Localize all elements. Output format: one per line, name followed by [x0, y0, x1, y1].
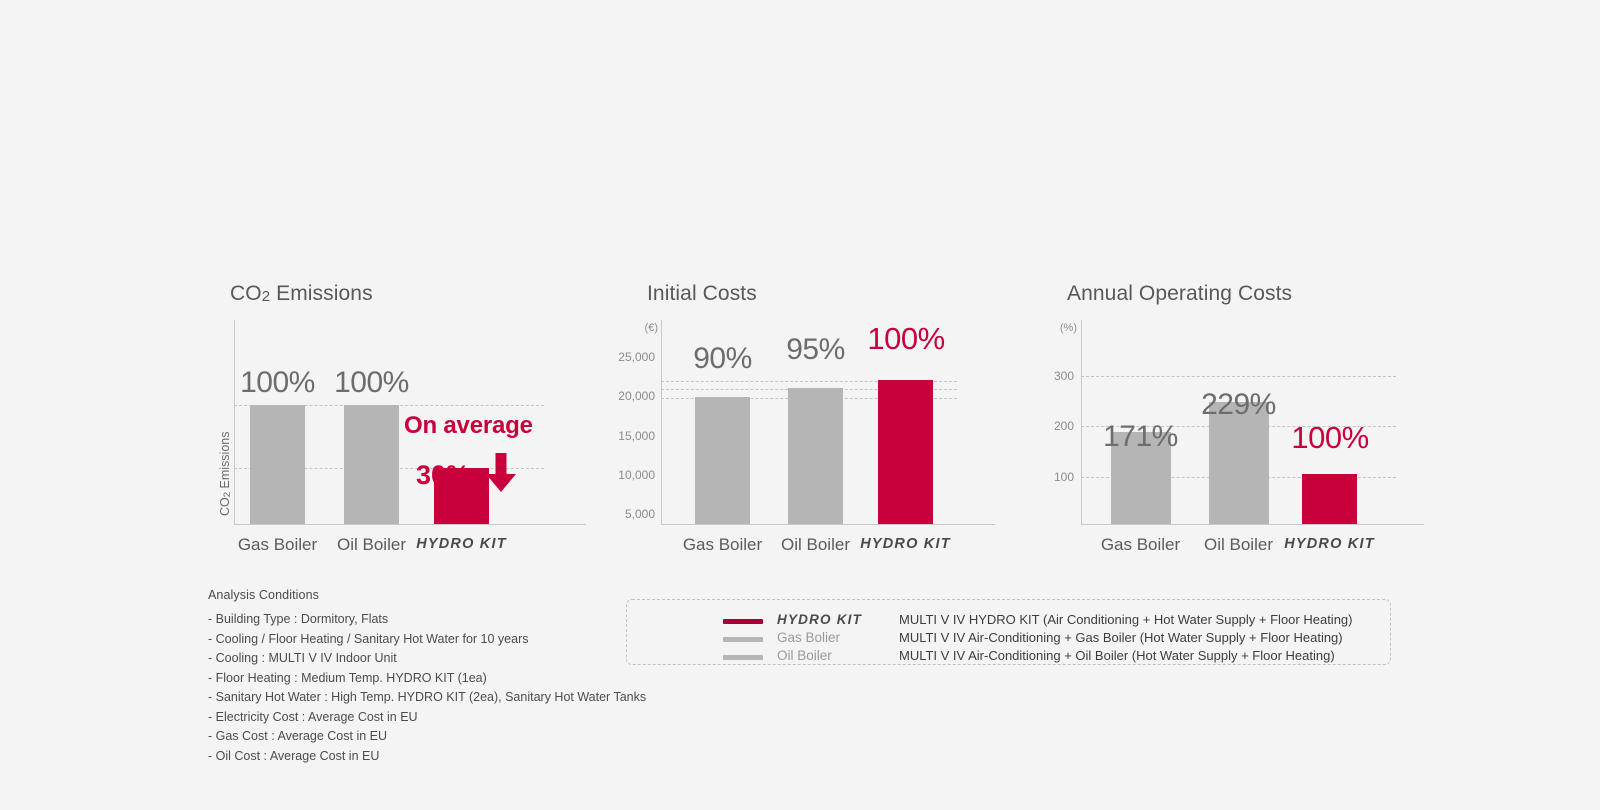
y-axis-label-co2: CO2 Emissions — [218, 432, 233, 516]
analysis-conditions: Analysis Conditions - Building Type : Do… — [208, 588, 647, 766]
legend-swatch-hydro-kit — [723, 619, 763, 624]
bar-initial-hydro-kit — [878, 380, 933, 524]
bar-label-initial-hydro-kit: 100% — [867, 321, 945, 356]
y-axis-unit-euro: (€) — [644, 322, 658, 334]
chart-title-co2-rest: Emissions — [270, 282, 373, 305]
analysis-condition-item: - Sanitary Hot Water : High Temp. HYDRO … — [208, 690, 647, 704]
chart-initial-costs: Initial Costs (€) 25,000 20,000 15,000 1… — [613, 282, 1013, 572]
bar-initial-gas-boiler — [695, 397, 750, 524]
gridline-initial-21900 — [661, 381, 957, 382]
analysis-condition-item: - Oil Cost : Average Cost in EU — [208, 748, 380, 763]
analysis-condition-item: - Building Type : Dormitory, Flats — [208, 612, 389, 626]
legend-swatch-oil-boiler — [723, 655, 763, 660]
x-label-initial-oil-boiler: Oil Boiler — [781, 535, 850, 554]
bar-annual-hydro-kit — [1302, 474, 1357, 524]
y-axis-line-initial-costs — [661, 320, 662, 525]
legend-label-oil-boiler: Oil Boiler — [777, 648, 832, 663]
chart-title-initial-costs: Initial Costs — [647, 282, 757, 305]
y-axis-line-co2 — [234, 320, 235, 525]
legend-row-hydro-kit: HYDRO KIT MULTI V IV HYDRO KIT (Air Cond… — [627, 612, 1390, 630]
y-axis-line-annual — [1081, 320, 1082, 525]
callout-line-2: 30% — [416, 460, 471, 490]
chart-annual-operating-costs: Annual Operating Costs (%) 300 200 100 1… — [1032, 282, 1452, 572]
analysis-condition-item: - Gas Cost : Average Cost in EU — [208, 729, 388, 743]
legend-label-hydro-kit: HYDRO KIT — [777, 612, 863, 627]
bar-annual-gas-boiler — [1111, 432, 1171, 524]
x-axis-line-annual — [1081, 524, 1424, 525]
chart-title-co2: CO2 Emissions — [230, 282, 373, 306]
x-label-annual-oil-boiler: Oil Boiler — [1204, 535, 1273, 554]
y-tick-10000: 10,000 — [618, 468, 655, 482]
x-label-co2-hydro-kit: HYDRO KIT — [416, 536, 507, 552]
legend-row-oil-boiler: Oil Boiler MULTI V IV Air-Conditioning +… — [627, 648, 1390, 666]
gridline-annual-300 — [1081, 376, 1396, 377]
chart-title-annual-operating-costs: Annual Operating Costs — [1067, 282, 1293, 305]
y-axis-label-sub: 2 — [222, 491, 233, 498]
charts-row: CO2 Emissions CO2 Emissions 100% 100% — [0, 282, 1600, 572]
bar-annual-oil-boiler — [1209, 402, 1269, 524]
legend-box: HYDRO KIT MULTI V IV HYDRO KIT (Air Cond… — [626, 599, 1391, 665]
legend-description-hydro-kit: MULTI V IV HYDRO KIT (Air Conditioning +… — [899, 612, 1353, 627]
analysis-condition-item: - Electricity Cost : Average Cost in EU — [208, 709, 418, 724]
y-tick-300: 300 — [1053, 369, 1074, 383]
x-label-co2-gas-boiler: Gas Boiler — [237, 535, 318, 554]
x-label-annual-gas-boiler: Gas Boiler — [1100, 535, 1181, 554]
analysis-condition-item: - Floor Heating : Medium Temp. HYDRO KIT… — [208, 670, 487, 685]
analysis-condition-item: - Cooling : MULTI V IV Indoor Unit — [208, 651, 397, 665]
legend-description-gas-boiler: MULTI V IV Air-Conditioning + Gas Boiler… — [899, 630, 1343, 645]
analysis-condition-item: - Cooling / Floor Heating / Sanitary Hot… — [208, 631, 529, 646]
arrow-down-icon — [485, 453, 517, 498]
chart-title-co2-sub: 2 — [261, 288, 271, 305]
x-axis-line-co2 — [234, 524, 586, 525]
bar-label-co2-oil-boiler: 100% — [334, 366, 409, 399]
y-tick-20000: 20,000 — [618, 389, 655, 403]
legend-row-gas-boiler: Gas Bolier MULTI V IV Air-Conditioning +… — [627, 630, 1390, 648]
legend-label-gas-boiler: Gas Bolier — [777, 630, 841, 645]
y-tick-25000: 25,000 — [618, 350, 655, 364]
bar-label-initial-gas-boiler: 90% — [693, 342, 752, 375]
chart-title-co2-main: CO — [230, 282, 262, 305]
bar-label-initial-oil-boiler: 95% — [786, 333, 845, 366]
y-axis-label-main: CO — [218, 497, 232, 516]
callout-line-1: On average — [404, 412, 533, 439]
y-axis-unit-percent: (%) — [1059, 322, 1077, 334]
chart-co2-emissions: CO2 Emissions CO2 Emissions 100% 100% — [208, 282, 608, 572]
bar-label-annual-hydro-kit: 100% — [1291, 420, 1369, 455]
bar-co2-gas-boiler — [250, 405, 305, 524]
analysis-conditions-heading: Analysis Conditions — [208, 588, 319, 602]
bar-co2-hydro-kit — [434, 468, 489, 524]
y-tick-5000: 5,000 — [624, 507, 655, 521]
y-tick-100: 100 — [1053, 470, 1074, 484]
bar-label-annual-gas-boiler: 171% — [1103, 420, 1178, 453]
bar-label-co2-gas-boiler: 100% — [240, 366, 315, 399]
x-label-initial-gas-boiler: Gas Boiler — [682, 535, 763, 554]
x-label-annual-hydro-kit: HYDRO KIT — [1284, 536, 1375, 552]
legend-description-oil-boiler: MULTI V IV Air-Conditioning + Oil Boiler… — [899, 648, 1335, 663]
y-tick-15000: 15,000 — [618, 429, 655, 443]
y-tick-200: 200 — [1053, 419, 1074, 433]
plot-area-annual-operating-costs: (%) 300 200 100 171% 229% 100% — [1032, 320, 1452, 525]
bar-initial-oil-boiler — [788, 388, 843, 524]
plot-area-co2: CO2 Emissions 100% 100% On average 30% — [208, 320, 608, 525]
bar-co2-oil-boiler — [344, 405, 399, 524]
plot-area-initial-costs: (€) 25,000 20,000 15,000 10,000 5,000 9 — [613, 320, 1013, 525]
x-label-co2-oil-boiler: Oil Boiler — [337, 535, 406, 554]
y-axis-label-rest: Emissions — [218, 431, 232, 492]
x-label-initial-hydro-kit: HYDRO KIT — [860, 536, 951, 552]
x-axis-line-initial-costs — [661, 524, 995, 525]
bar-label-annual-oil-boiler: 229% — [1201, 388, 1276, 421]
legend-swatch-gas-boiler — [723, 637, 763, 642]
